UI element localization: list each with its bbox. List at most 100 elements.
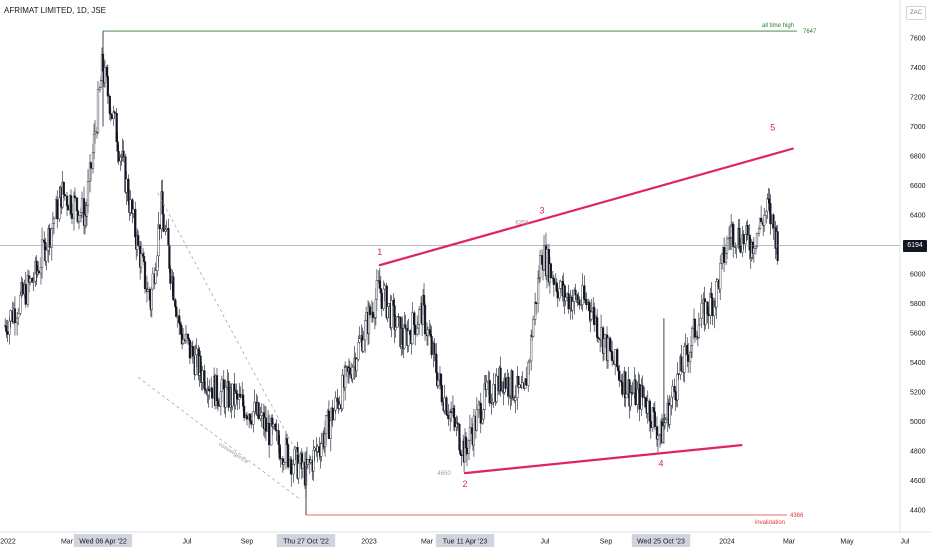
candle-body <box>50 228 53 248</box>
price-axis[interactable]: 7600740072007000680066006400620060005800… <box>910 36 926 515</box>
candle-body <box>585 299 588 306</box>
y-tick-label: 6000 <box>910 272 926 279</box>
candle-body <box>564 297 567 302</box>
x-highlight-box <box>435 534 495 547</box>
candle-body <box>156 255 159 271</box>
candle-body <box>195 348 198 356</box>
candle <box>760 205 763 224</box>
candle <box>668 394 671 430</box>
candle-body <box>538 255 542 278</box>
candle-body <box>618 370 621 381</box>
candle <box>260 403 263 428</box>
candle-body <box>596 317 599 338</box>
candle-body <box>116 141 119 152</box>
candle <box>618 364 621 388</box>
candle-body <box>106 76 109 97</box>
candle-body <box>542 245 546 271</box>
candle-body <box>518 384 521 388</box>
candle <box>571 289 574 320</box>
candle-body <box>24 284 27 305</box>
candle-body <box>380 292 383 309</box>
candle-body <box>378 280 381 289</box>
candle <box>112 105 115 126</box>
candle <box>6 319 9 343</box>
candle <box>414 324 417 346</box>
currency-badge[interactable]: ZAC <box>906 6 926 20</box>
candle <box>744 233 747 253</box>
candle-body <box>374 298 377 318</box>
candle-body <box>477 404 480 410</box>
x-tick-label: 2023 <box>361 539 377 546</box>
candle-body <box>449 411 453 413</box>
candle-body <box>277 430 280 445</box>
candle <box>146 281 150 293</box>
candle-body <box>75 197 79 212</box>
candle-body <box>739 245 742 253</box>
candle <box>93 120 97 144</box>
candle <box>172 272 175 302</box>
candle <box>468 414 472 449</box>
candle-body <box>437 380 440 387</box>
candle <box>375 269 378 311</box>
candle-body <box>86 181 90 206</box>
candle-body <box>165 227 168 230</box>
candle <box>257 401 260 421</box>
candle-body <box>96 89 100 133</box>
candle <box>507 372 510 406</box>
candle <box>161 179 164 215</box>
candle <box>567 284 570 314</box>
grid-lines <box>0 0 932 533</box>
candle-body <box>290 459 293 475</box>
candle <box>540 249 544 265</box>
candle <box>208 379 211 400</box>
candle-body <box>664 419 667 423</box>
candle <box>253 389 256 418</box>
x-tick-label: 2022 <box>0 539 16 546</box>
candle <box>404 314 407 332</box>
candle <box>686 337 689 368</box>
candle-body <box>245 415 249 420</box>
candle-body <box>93 131 97 135</box>
candle-body <box>590 311 593 320</box>
candle-body <box>649 420 652 429</box>
candle-body <box>105 67 109 77</box>
time-axis[interactable]: 2022 Mar Wed 06 Apr '22 Jul Sep Thu 27 Oct '2… <box>0 534 910 547</box>
candle-body <box>253 401 256 413</box>
candle <box>151 267 154 291</box>
candle-body <box>249 414 252 421</box>
candle-body <box>700 302 703 319</box>
candle-body <box>689 351 692 362</box>
candle-body <box>331 407 334 421</box>
candle-body <box>416 327 419 335</box>
candle-body <box>257 402 260 419</box>
candle-body <box>535 301 538 305</box>
candle <box>690 326 694 358</box>
candle-body <box>549 263 553 279</box>
candle-body <box>333 410 336 421</box>
candle-body <box>614 349 617 365</box>
candle-body <box>581 285 584 305</box>
candle-body <box>119 157 122 162</box>
candle-body <box>707 314 710 317</box>
candle-body <box>735 245 738 248</box>
candle <box>711 293 714 326</box>
candle <box>542 235 546 272</box>
candle-body <box>670 396 673 406</box>
candle <box>549 262 553 279</box>
candle <box>5 320 8 339</box>
candle <box>738 218 741 249</box>
candle-body <box>460 454 463 457</box>
candle-body <box>422 295 426 306</box>
candle <box>368 303 372 318</box>
candle <box>108 94 111 121</box>
candle <box>514 385 517 414</box>
candle-body <box>621 381 624 395</box>
candle <box>272 422 275 430</box>
candle-body <box>85 205 89 217</box>
candle-body <box>191 346 194 357</box>
candle <box>485 375 488 398</box>
candle-body <box>282 462 285 465</box>
candle-body <box>588 302 591 311</box>
candle-body <box>250 420 253 425</box>
